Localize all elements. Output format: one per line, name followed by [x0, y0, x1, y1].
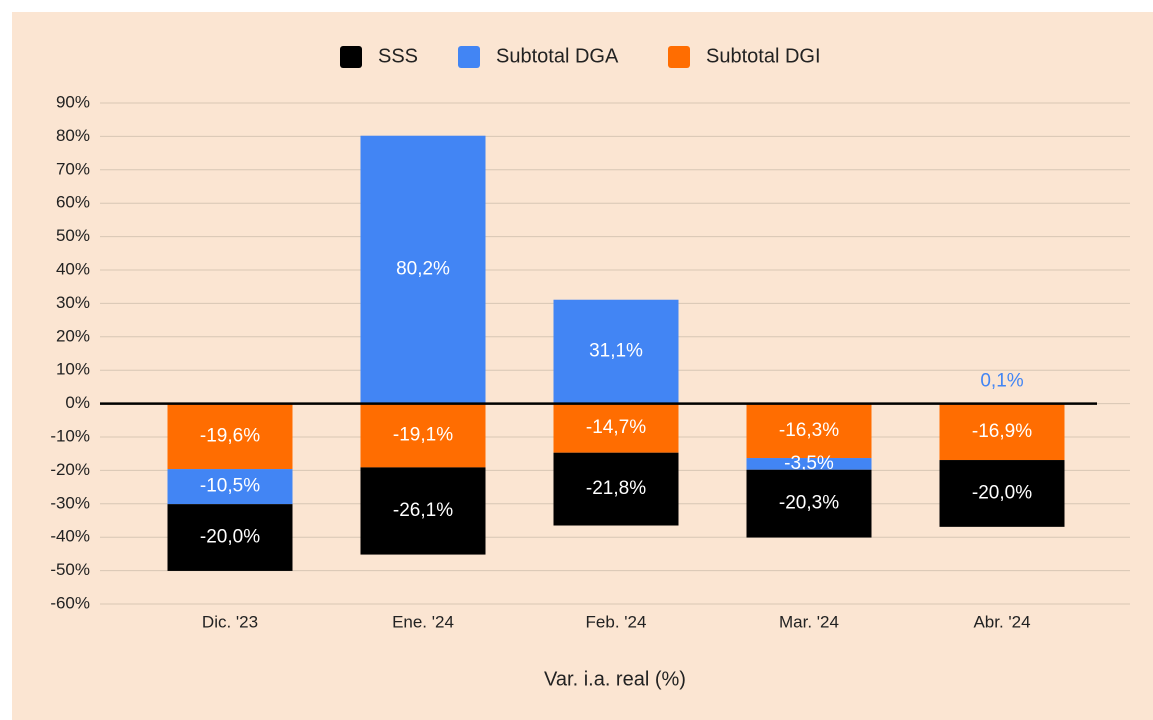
- value-label: -19,1%: [393, 425, 453, 446]
- x-tick-label: Abr. '24: [973, 612, 1030, 631]
- y-tick-label: -60%: [50, 593, 90, 612]
- legend-label: Subtotal DGI: [706, 45, 821, 67]
- x-tick-label: Dic. '23: [202, 612, 258, 631]
- bar-segment: [553, 299, 679, 404]
- value-label: 80,2%: [396, 259, 450, 280]
- bar-segment: [939, 403, 1065, 461]
- x-axis-title: Var. i.a. real (%): [544, 668, 686, 690]
- y-tick-label: 0%: [65, 393, 90, 412]
- bar-segment: [746, 469, 872, 538]
- y-tick-label: 60%: [56, 193, 90, 212]
- y-tick-label: 50%: [56, 226, 90, 245]
- y-tick-label: -50%: [50, 560, 90, 579]
- y-tick-label: -30%: [50, 493, 90, 512]
- bar-segment: [360, 467, 486, 555]
- value-label: -20,0%: [972, 482, 1032, 503]
- legend-swatch: [340, 46, 362, 68]
- value-label: -26,1%: [393, 500, 453, 521]
- bar-segment: [746, 458, 872, 470]
- value-label: -20,0%: [200, 527, 260, 548]
- value-label: -21,8%: [586, 478, 646, 499]
- legend-swatch: [668, 46, 690, 68]
- value-label: -19,6%: [200, 425, 260, 446]
- y-tick-label: 80%: [56, 126, 90, 145]
- y-tick-label: 30%: [56, 293, 90, 312]
- y-tick-label: 90%: [56, 92, 90, 111]
- value-label: -16,9%: [972, 421, 1032, 442]
- x-tick-label: Feb. '24: [586, 612, 647, 631]
- bar-segment: [746, 403, 872, 459]
- bar-segment: [360, 135, 486, 404]
- value-label: -16,3%: [779, 420, 839, 441]
- value-label: -3,5%: [784, 453, 834, 474]
- bar-segment: [553, 452, 679, 526]
- legend-label: SSS: [378, 45, 418, 67]
- value-label: 0,1%: [980, 370, 1023, 391]
- y-tick-label: 10%: [56, 360, 90, 379]
- y-tick-label: -10%: [50, 426, 90, 445]
- value-label: -10,5%: [200, 476, 260, 497]
- bar-segment: [939, 460, 1065, 527]
- bar-segment: [167, 504, 293, 571]
- x-tick-label: Mar. '24: [779, 612, 839, 631]
- y-tick-label: -20%: [50, 460, 90, 479]
- bar-segment: [553, 403, 679, 453]
- y-tick-label: -40%: [50, 527, 90, 546]
- y-tick-label: 40%: [56, 259, 90, 278]
- bar-segment: [360, 403, 486, 468]
- value-label: -14,7%: [586, 417, 646, 438]
- bar-segment: [167, 403, 293, 470]
- bar-segment: [167, 469, 293, 505]
- x-tick-label: Ene. '24: [392, 612, 454, 631]
- value-label: -20,3%: [779, 493, 839, 514]
- legend-label: Subtotal DGA: [496, 45, 619, 67]
- y-tick-label: 70%: [56, 159, 90, 178]
- y-tick-label: 20%: [56, 326, 90, 345]
- value-label: 31,1%: [589, 341, 643, 362]
- legend-swatch: [458, 46, 480, 68]
